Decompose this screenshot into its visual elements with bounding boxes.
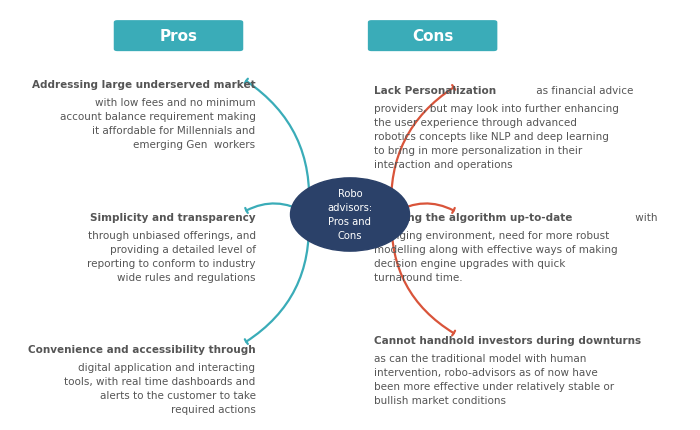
FancyBboxPatch shape <box>368 21 497 52</box>
Text: Convenience and accessibility through: Convenience and accessibility through <box>28 344 256 354</box>
Text: Keeping the algorithm up-to-date: Keeping the algorithm up-to-date <box>374 213 573 223</box>
Text: with low fees and no minimum
account balance requirement making
it affordable fo: with low fees and no minimum account bal… <box>60 98 255 150</box>
Text: Cannot handhold investors during downturns: Cannot handhold investors during downtur… <box>374 335 642 345</box>
Text: Robo
advisors:
Pros and
Cons: Robo advisors: Pros and Cons <box>328 189 372 241</box>
Text: Pros: Pros <box>160 29 197 44</box>
Text: as can the traditional model with human
intervention, robo-advisors as of now ha: as can the traditional model with human … <box>374 353 615 405</box>
Text: Cons: Cons <box>412 29 454 44</box>
Text: providers, but may look into further enhancing
the user experience through advan: providers, but may look into further enh… <box>374 104 620 170</box>
Text: changing environment, need for more robust
modelling along with effective ways o: changing environment, need for more robu… <box>374 231 618 283</box>
Text: with: with <box>632 213 657 223</box>
Text: through unbiased offerings, and
providing a detailed level of
reporting to confo: through unbiased offerings, and providin… <box>87 231 256 283</box>
Text: Addressing large underserved market: Addressing large underserved market <box>32 80 256 89</box>
Circle shape <box>290 178 410 252</box>
FancyBboxPatch shape <box>113 21 244 52</box>
Text: Simplicity and transparency: Simplicity and transparency <box>90 213 256 223</box>
Text: digital application and interacting
tools, with real time dashboards and
alerts : digital application and interacting tool… <box>64 362 256 414</box>
Text: as financial advice: as financial advice <box>533 86 634 96</box>
Text: Lack Personalization: Lack Personalization <box>374 86 496 96</box>
